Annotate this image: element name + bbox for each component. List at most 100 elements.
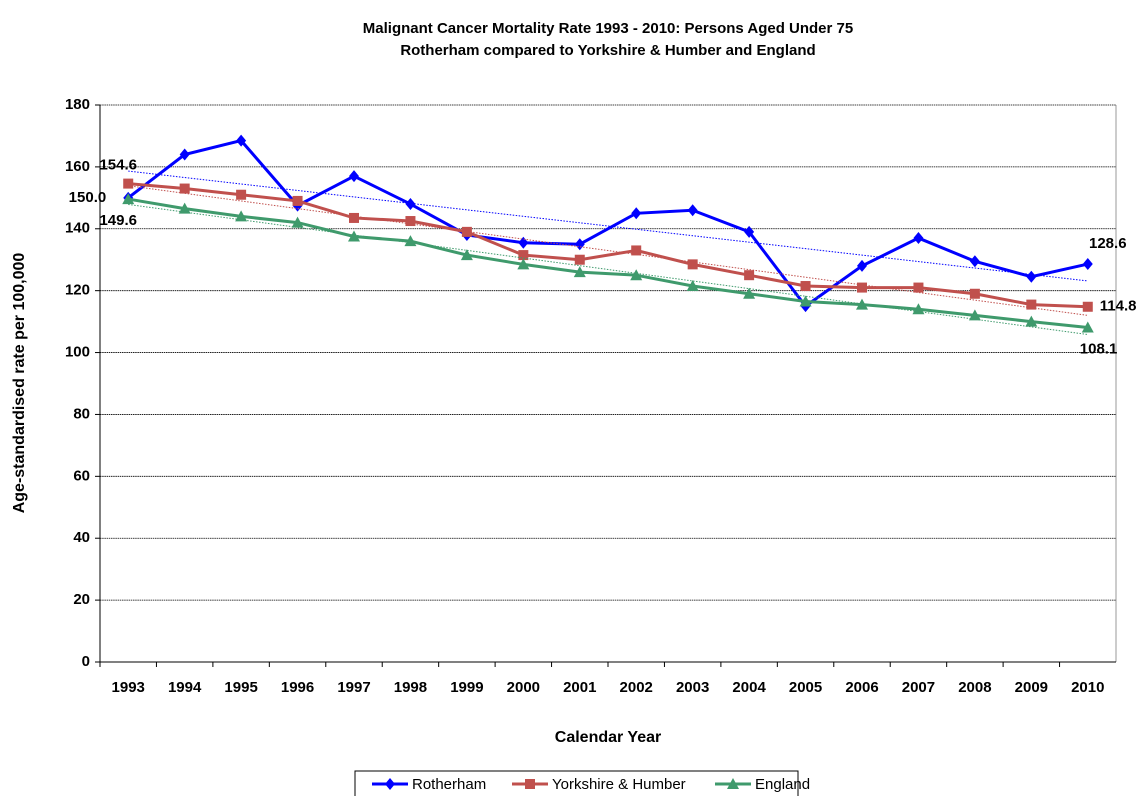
x-tick-label: 1999 bbox=[450, 679, 483, 696]
legend-label: England bbox=[755, 776, 810, 793]
marker bbox=[404, 235, 417, 247]
y-tick-label: 160 bbox=[65, 158, 90, 175]
marker bbox=[573, 266, 586, 278]
marker bbox=[727, 778, 739, 789]
y-tick-label: 0 bbox=[82, 653, 90, 670]
data-label: 149.6 bbox=[99, 212, 137, 229]
x-tick-label: 1994 bbox=[168, 679, 202, 696]
marker bbox=[405, 216, 416, 227]
marker bbox=[1026, 270, 1037, 283]
marker bbox=[291, 216, 304, 228]
chart-subtitle: Rotherham compared to Yorkshire & Humber… bbox=[400, 42, 815, 59]
x-tick-label: 1993 bbox=[112, 679, 145, 696]
marker bbox=[178, 202, 191, 214]
marker bbox=[687, 259, 698, 270]
legend: Rotherham Yorkshire & Humber England bbox=[354, 770, 810, 796]
marker bbox=[235, 210, 248, 222]
marker bbox=[1082, 258, 1093, 271]
marker bbox=[969, 255, 980, 268]
marker bbox=[517, 258, 530, 270]
x-tick-label: 2000 bbox=[507, 679, 540, 696]
marker bbox=[349, 212, 359, 223]
x-tick-label: 2009 bbox=[1015, 679, 1048, 696]
chart-title: Malignant Cancer Mortality Rate 1993 - 2… bbox=[363, 20, 853, 37]
marker bbox=[574, 238, 585, 251]
series-line bbox=[127, 138, 1089, 309]
x-tick-label: 1998 bbox=[394, 679, 427, 696]
marker bbox=[179, 183, 190, 194]
legend-label: Rotherham bbox=[412, 776, 486, 793]
trendline bbox=[128, 203, 1088, 336]
x-tick-label: 2010 bbox=[1071, 679, 1104, 696]
marker bbox=[744, 270, 755, 281]
x-tick-label: 2008 bbox=[958, 679, 991, 696]
marker bbox=[630, 269, 643, 281]
y-tick-label: 80 bbox=[73, 405, 90, 422]
marker bbox=[913, 232, 924, 245]
data-label: 150.0 bbox=[69, 189, 107, 206]
x-tick-label: 2005 bbox=[789, 679, 822, 696]
x-tick-label: 2002 bbox=[620, 679, 653, 696]
trendline bbox=[128, 170, 1088, 282]
marker bbox=[1081, 321, 1094, 333]
x-tick-label: 1995 bbox=[224, 679, 257, 696]
y-tick-label: 140 bbox=[65, 220, 90, 237]
y-tick-label: 120 bbox=[65, 282, 90, 299]
marker bbox=[349, 170, 359, 183]
marker bbox=[1025, 315, 1038, 327]
series-line bbox=[127, 197, 1088, 329]
marker bbox=[518, 250, 529, 261]
marker bbox=[800, 281, 811, 292]
x-tick-label: 1997 bbox=[337, 679, 370, 696]
marker bbox=[525, 779, 535, 789]
y-tick-label: 180 bbox=[65, 96, 90, 113]
data-label: 154.6 bbox=[99, 157, 137, 174]
marker bbox=[348, 230, 360, 242]
marker bbox=[236, 189, 247, 200]
marker bbox=[460, 249, 473, 261]
marker bbox=[1026, 299, 1037, 310]
marker bbox=[518, 236, 529, 249]
marker bbox=[686, 280, 699, 292]
y-axis-title: Age-standardised rate per 100,000 bbox=[11, 253, 28, 514]
marker bbox=[968, 309, 981, 321]
marker bbox=[631, 207, 642, 220]
marker bbox=[122, 193, 135, 205]
data-label: 114.8 bbox=[1100, 298, 1137, 315]
x-tick-label: 2003 bbox=[676, 679, 709, 696]
marker bbox=[123, 178, 134, 189]
marker bbox=[1082, 301, 1093, 312]
x-tick-label: 2006 bbox=[845, 679, 878, 696]
marker bbox=[744, 225, 755, 238]
marker bbox=[574, 254, 585, 265]
series-line bbox=[128, 182, 1088, 309]
legend-label: Yorkshire & Humber bbox=[552, 776, 686, 793]
data-label: 108.1 bbox=[1080, 340, 1118, 357]
x-tick-label: 2007 bbox=[902, 679, 935, 696]
marker bbox=[405, 198, 416, 211]
marker bbox=[292, 195, 303, 206]
marker bbox=[179, 148, 190, 161]
x-tick-label: 2001 bbox=[563, 679, 596, 696]
data-label: 128.6 bbox=[1089, 235, 1127, 252]
trendline bbox=[128, 185, 1088, 316]
marker bbox=[969, 288, 980, 299]
marker bbox=[236, 134, 247, 147]
x-axis-title: Calendar Year bbox=[555, 729, 661, 746]
marker bbox=[461, 226, 472, 237]
y-tick-label: 100 bbox=[65, 344, 90, 361]
marker bbox=[631, 245, 642, 256]
x-tick-label: 1996 bbox=[281, 679, 314, 696]
marker bbox=[743, 287, 756, 299]
marker bbox=[856, 298, 868, 310]
marker bbox=[912, 303, 925, 315]
marker bbox=[857, 259, 867, 272]
x-tick-label: 2004 bbox=[732, 679, 766, 696]
marker bbox=[913, 282, 924, 293]
y-tick-label: 20 bbox=[73, 591, 90, 608]
marker bbox=[857, 282, 867, 293]
marker bbox=[687, 204, 698, 217]
marker bbox=[799, 295, 812, 307]
